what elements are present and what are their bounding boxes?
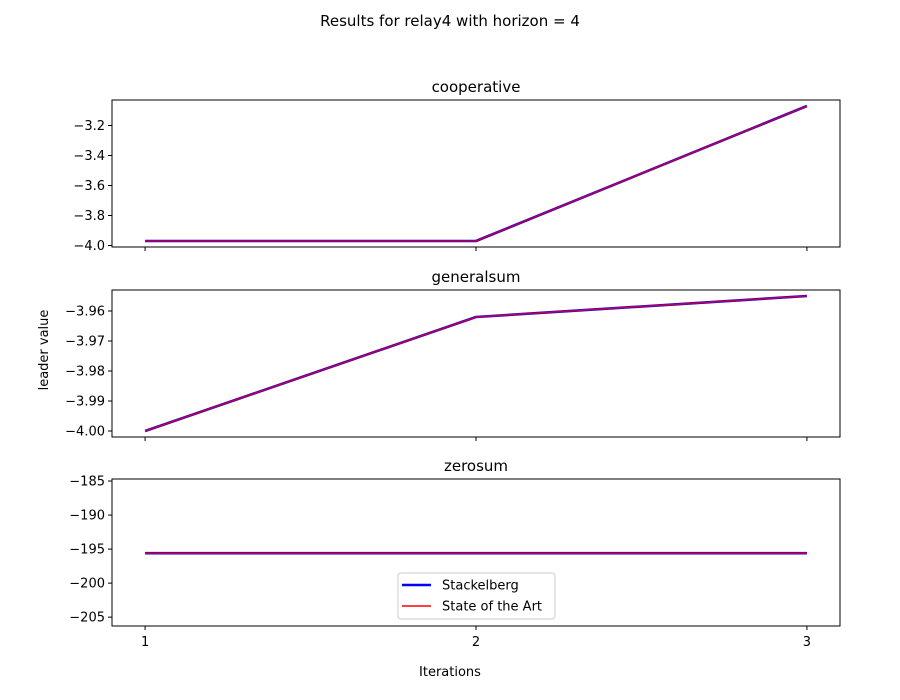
x-tick-label: 1 — [141, 635, 149, 650]
subplot-title: cooperative — [432, 78, 521, 96]
y-tick-label: −3.97 — [65, 335, 105, 350]
series-line-state-of-the-art — [144, 295, 807, 432]
y-tick-label: −3.2 — [73, 119, 105, 134]
subplot-cooperative: cooperative −4.0 −3.8 −3.6 −3.4 −3.2 — [73, 78, 841, 254]
figure-title: Results for relay4 with horizon = 4 — [320, 12, 580, 30]
y-tick-label: −195 — [69, 543, 105, 558]
y-axis-label: leader value — [37, 310, 52, 391]
y-tick-label: −205 — [69, 611, 105, 626]
legend-label: Stackelberg — [442, 579, 519, 594]
y-tick-label: −3.98 — [65, 365, 105, 380]
x-axis-label: Iterations — [419, 665, 481, 680]
y-tick-label: −190 — [69, 509, 105, 524]
y-tick-label: −4.00 — [65, 425, 105, 440]
series-line-state-of-the-art — [145, 105, 808, 242]
subplot-generalsum: generalsum −4.00 −3.99 −3.98 −3.97 −3.96 — [65, 268, 841, 441]
y-tick-label: −185 — [69, 475, 105, 490]
subplot-title: generalsum — [432, 268, 521, 286]
y-tick-label: −3.8 — [73, 209, 105, 224]
y-tick-label: −3.99 — [65, 395, 105, 410]
y-tick-label: −4.0 — [73, 239, 105, 254]
y-tick-label: −3.6 — [73, 179, 105, 194]
subplot-zerosum: zerosum −205 −200 −195 −190 −185 1 2 3 Stackelber… — [69, 457, 841, 650]
y-tick-label: −3.96 — [65, 305, 105, 320]
series-line-stackelberg — [145, 104, 808, 243]
legend: Stackelberg State of the Art — [397, 572, 556, 620]
y-tick-label: −200 — [69, 577, 105, 592]
axes-frame — [111, 99, 841, 248]
y-tick-label: −3.4 — [73, 149, 105, 164]
x-tick-label: 2 — [472, 635, 480, 650]
x-tick-label: 3 — [803, 635, 811, 650]
legend-box — [397, 572, 556, 620]
axes-frame — [111, 289, 841, 438]
legend-label: State of the Art — [442, 600, 542, 615]
subplot-title: zerosum — [444, 457, 508, 475]
